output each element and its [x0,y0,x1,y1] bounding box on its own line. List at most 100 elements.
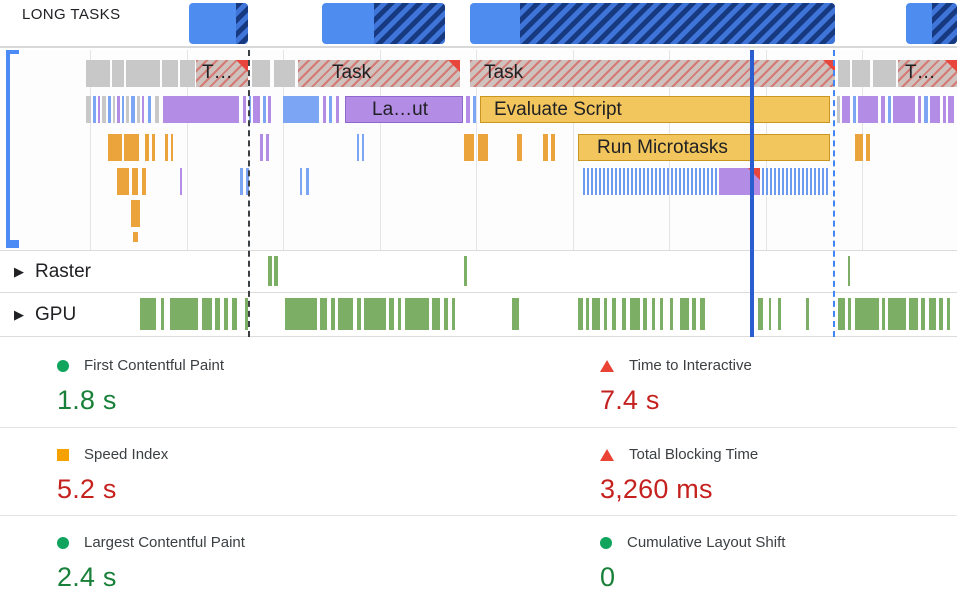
flame-event-bar[interactable] [137,96,140,123]
flame-event-bar[interactable] [126,60,160,87]
flame-event-bar[interactable] [113,96,115,123]
long-task-overview-bar[interactable] [189,3,248,44]
flame-event-bar[interactable] [283,96,319,123]
flame-event-bar[interactable] [180,60,195,87]
flame-event-bar[interactable] [551,134,555,161]
flame-event-bar[interactable] [249,96,251,123]
track-activity-bar[interactable] [592,298,600,330]
track-activity-bar[interactable] [848,256,850,286]
flame-event-bar[interactable] [329,96,332,123]
track-activity-bar[interactable] [778,298,781,330]
flame-event-bar[interactable] [466,96,470,123]
flame-event-bar[interactable] [102,96,106,123]
flame-event-bar[interactable] [858,96,878,123]
flame-event-bar[interactable] [852,60,870,87]
flame-event-bar[interactable] [478,134,488,161]
track-activity-bar[interactable] [444,298,448,330]
track-activity-bar[interactable] [604,298,607,330]
track-activity-bar[interactable] [888,298,906,330]
long-task-overview-bar[interactable] [322,3,445,44]
track-activity-bar[interactable] [929,298,936,330]
track-activity-bar[interactable] [939,298,943,330]
track-activity-bar[interactable] [680,298,689,330]
flame-event-bar[interactable] [133,232,138,242]
flame-chart[interactable]: T… Task Task T… La…ut Evaluate Script Run Micr… [0,50,957,250]
track-activity-bar[interactable] [512,298,519,330]
flame-event-bar[interactable] [142,168,146,195]
flame-event-bar[interactable] [866,134,870,161]
flame-event-bar[interactable] [762,168,830,195]
flame-event-bar[interactable] [152,134,155,161]
flame-event-bar[interactable] [117,96,120,123]
track-activity-bar[interactable] [838,298,845,330]
track-activity-bar[interactable] [670,298,673,330]
flame-event-bar[interactable] [145,134,149,161]
flame-event-bar[interactable] [274,60,295,87]
track-activity-bar[interactable] [389,298,394,330]
flame-event-bar[interactable] [853,96,856,123]
flame-event-bar[interactable] [300,168,302,195]
long-task-overview-bar[interactable] [906,3,957,44]
flame-event-bar[interactable] [98,96,100,123]
track-activity-bar[interactable] [215,298,220,330]
track-activity-bar[interactable] [331,298,335,330]
flame-event-bar[interactable] [165,134,168,161]
track-activity-bar[interactable] [405,298,429,330]
track-activity-bar[interactable] [630,298,640,330]
gpu-track-header[interactable]: ▶ GPU [14,304,76,326]
flame-event-bar[interactable] [142,96,144,123]
track-activity-bar[interactable] [170,298,198,330]
track-activity-bar[interactable] [692,298,696,330]
track-activity-bar[interactable] [338,298,353,330]
flame-event-bar[interactable] [881,96,885,123]
flame-event-bar[interactable] [180,168,182,195]
flame-event-bar[interactable]: Run Microtasks [578,134,830,161]
flame-event-bar[interactable] [888,96,891,123]
track-activity-bar[interactable] [855,298,879,330]
flame-event-bar[interactable] [117,168,129,195]
track-activity-bar[interactable] [947,298,950,330]
flame-event-bar[interactable] [464,134,474,161]
flame-event-bar[interactable] [163,96,239,123]
flame-event-bar[interactable] [131,200,140,227]
flame-event-bar[interactable] [243,96,246,123]
track-activity-bar[interactable] [161,298,164,330]
track-activity-bar[interactable] [612,298,616,330]
track-activity-bar[interactable] [357,298,361,330]
track-activity-bar[interactable] [848,298,851,330]
flame-event-bar[interactable] [122,96,124,123]
track-activity-bar[interactable] [224,298,228,330]
flame-event-bar[interactable] [260,134,263,161]
track-activity-bar[interactable] [285,298,317,330]
flame-event-bar[interactable] [112,60,124,87]
flame-event-bar[interactable] [108,96,111,123]
track-activity-bar[interactable] [643,298,647,330]
flame-event-bar[interactable] [131,96,135,123]
flame-event-bar[interactable] [155,96,159,123]
track-activity-bar[interactable] [578,298,583,330]
flame-event-bar[interactable] [263,96,266,123]
raster-track-header[interactable]: ▶ Raster [14,261,91,283]
track-activity-bar[interactable] [268,256,272,286]
flame-event-bar[interactable] [838,60,850,87]
flame-event-bar[interactable] [124,134,139,161]
flame-event-bar[interactable] [893,96,915,123]
long-task-overview-bar[interactable] [470,3,835,44]
track-activity-bar[interactable] [586,298,589,330]
flame-event-bar[interactable]: La…ut [345,96,463,123]
flame-event-bar[interactable] [873,60,896,87]
flame-event-bar[interactable] [837,96,840,123]
flame-event-bar[interactable] [473,96,476,123]
flame-event-bar[interactable] [162,60,178,87]
flame-event-bar[interactable] [842,96,850,123]
track-activity-bar[interactable] [909,298,918,330]
flame-event-bar[interactable] [719,168,760,195]
flame-event-bar[interactable]: Task [298,60,460,87]
flame-event-bar[interactable]: Evaluate Script [480,96,830,123]
flame-event-bar[interactable] [108,134,122,161]
track-activity-bar[interactable] [806,298,809,330]
flame-event-bar[interactable] [362,134,364,161]
track-activity-bar[interactable] [364,298,386,330]
track-activity-bar[interactable] [882,298,885,330]
track-activity-bar[interactable] [140,298,156,330]
